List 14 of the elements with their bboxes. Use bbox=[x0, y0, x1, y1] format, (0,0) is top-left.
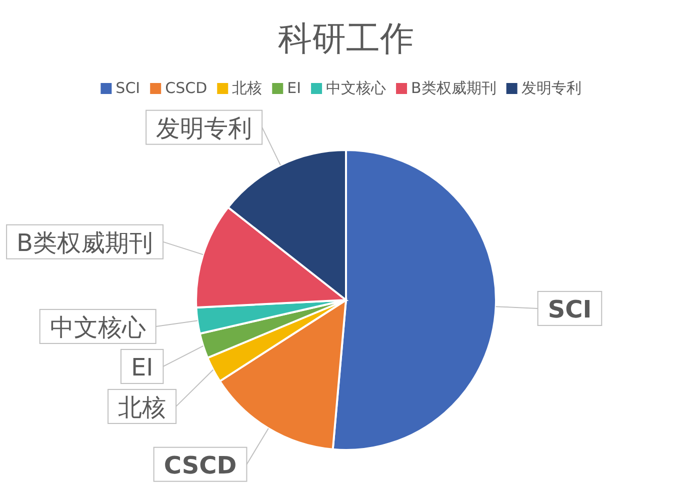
legend-label: SCI bbox=[116, 79, 140, 97]
slice-label: CSCD bbox=[164, 451, 237, 480]
legend-label: 发明专利 bbox=[521, 79, 582, 97]
slice-label: B类权威期刊 bbox=[16, 228, 154, 257]
slice-label: 发明专利 bbox=[156, 114, 252, 142]
legend-label: EI bbox=[287, 79, 302, 97]
legend-label: CSCD bbox=[165, 79, 208, 97]
slice-label: 北核 bbox=[118, 393, 166, 422]
legend-label: 中文核心 bbox=[326, 79, 386, 97]
legend-label: 北核 bbox=[232, 79, 262, 97]
slice-label: 中文核心 bbox=[50, 313, 146, 342]
slice-label: SCI bbox=[548, 295, 592, 324]
legend-label: B类权威期刊 bbox=[411, 79, 496, 97]
chart-title: 科研工作 bbox=[278, 19, 414, 59]
